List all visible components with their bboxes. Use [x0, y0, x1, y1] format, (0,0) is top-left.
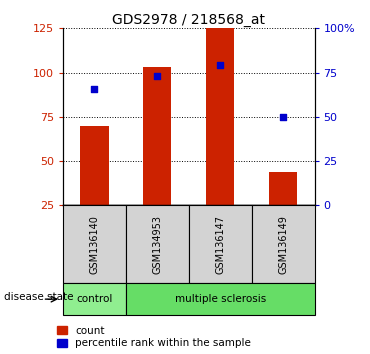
Bar — [80, 126, 108, 205]
Text: GSM136140: GSM136140 — [89, 215, 100, 274]
Bar — [143, 67, 171, 205]
Text: GSM136149: GSM136149 — [278, 215, 288, 274]
Bar — [269, 172, 297, 205]
Point — [154, 73, 160, 79]
Legend: count, percentile rank within the sample: count, percentile rank within the sample — [53, 322, 255, 352]
Text: control: control — [76, 294, 112, 304]
Text: disease state: disease state — [4, 292, 73, 302]
Point — [91, 86, 97, 91]
Title: GDS2978 / 218568_at: GDS2978 / 218568_at — [112, 13, 265, 27]
Text: GSM136147: GSM136147 — [215, 215, 225, 274]
Point — [280, 114, 286, 120]
Bar — [206, 28, 234, 205]
Text: multiple sclerosis: multiple sclerosis — [175, 294, 266, 304]
Point — [217, 63, 223, 68]
Text: GSM134953: GSM134953 — [152, 215, 162, 274]
